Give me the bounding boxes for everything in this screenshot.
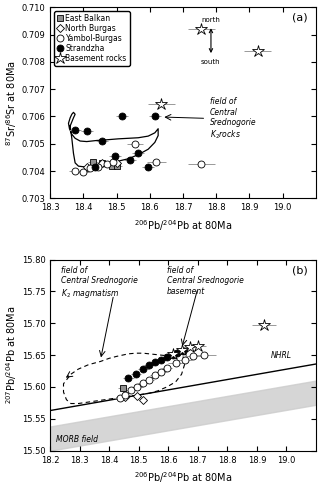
X-axis label: $^{206}$Pb/$^{204}$Pb at 80Ma: $^{206}$Pb/$^{204}$Pb at 80Ma bbox=[134, 218, 232, 233]
Y-axis label: $^{87}$Sr/$^{86}$Sr at 80Ma: $^{87}$Sr/$^{86}$Sr at 80Ma bbox=[4, 60, 19, 146]
Text: south: south bbox=[201, 59, 221, 65]
Text: NHRL: NHRL bbox=[271, 351, 292, 360]
Text: MORB field: MORB field bbox=[56, 435, 98, 444]
Text: (b): (b) bbox=[292, 265, 308, 275]
Y-axis label: $^{207}$Pb/$^{204}$Pb at 80Ma: $^{207}$Pb/$^{204}$Pb at 80Ma bbox=[4, 306, 19, 404]
Text: (a): (a) bbox=[292, 13, 308, 23]
Text: field of
Central
Srednogorie
K$_2$rocks: field of Central Srednogorie K$_2$rocks bbox=[210, 97, 256, 141]
X-axis label: $^{206}$Pb/$^{204}$Pb at 80Ma: $^{206}$Pb/$^{204}$Pb at 80Ma bbox=[134, 470, 232, 482]
Text: field of
Central Srednogorie
basement: field of Central Srednogorie basement bbox=[167, 266, 244, 295]
Text: field of
Central Srednogorie
K$_2$ magmatism: field of Central Srednogorie K$_2$ magma… bbox=[61, 266, 137, 300]
Legend: East Balkan, North Burgas, Yambol-Burgas, Strandzha, Basement rocks: East Balkan, North Burgas, Yambol-Burgas… bbox=[54, 11, 130, 66]
Text: north: north bbox=[202, 16, 220, 23]
